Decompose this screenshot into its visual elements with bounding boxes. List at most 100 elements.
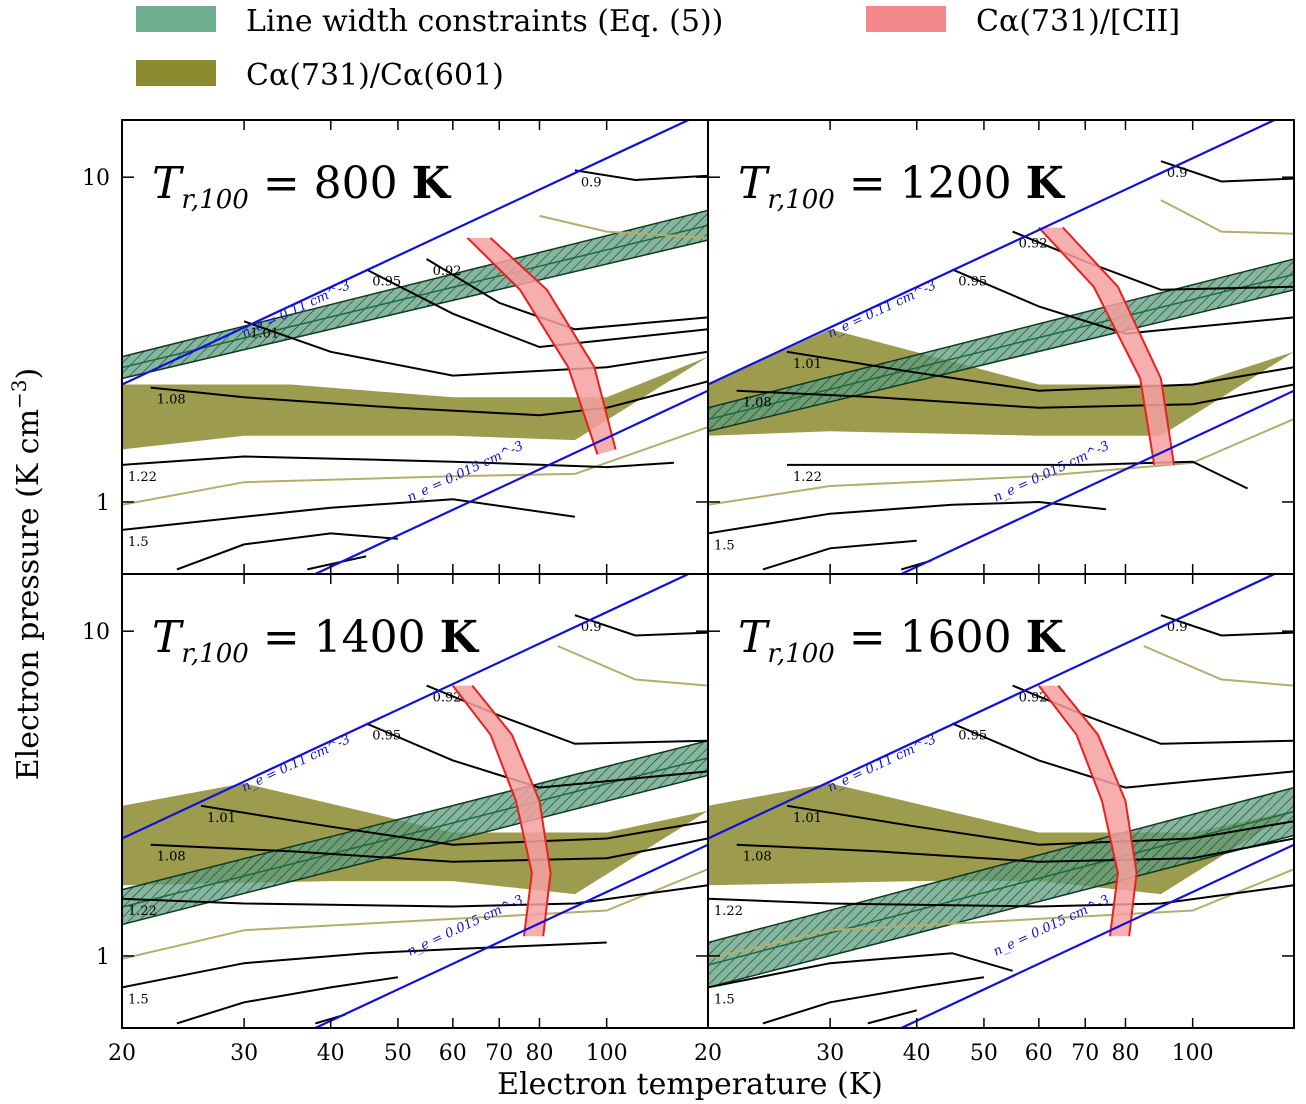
contour-label: 1.22 [128,470,157,485]
cii-band-edge-right [489,237,617,450]
contour-label: 1.01 [793,811,822,826]
contour-label: 0.9 [1167,166,1188,181]
x-tick-label: 100 [586,1041,628,1066]
density-line-low [314,843,708,1028]
y-axis-title: Electron pressure (K cm−3) [7,368,46,781]
contour-line [574,169,708,182]
contour-label: 0.95 [372,274,401,289]
contour-label: 1.5 [714,992,735,1007]
panel-title-subscript: r,100 [767,639,834,669]
contour-line [736,837,1294,863]
cii-band [452,685,551,937]
contour-label: 1.5 [714,538,735,553]
panel-title-value: = 800 [249,158,412,209]
secondary-contour [708,868,1294,960]
contour-label: 1.22 [793,470,822,485]
y-tick-label: 10 [82,166,110,191]
panel-title-unit: K [412,158,452,209]
cii-band-edge-left [1038,684,1119,937]
contour-label: 1.5 [128,992,149,1007]
legend: Line width constraints (Eq. (5)) Cα(731)… [136,4,1180,93]
x-tick-label: 30 [816,1041,844,1066]
secondary-contour [557,645,708,687]
x-tick-label: 80 [526,1041,554,1066]
panel-title-value: = 1200 [835,158,1026,209]
contour-label: 1.08 [743,850,772,865]
x-axis-title: Electron temperature (K) [497,1067,883,1102]
contour-line [365,722,708,789]
contour-line [951,268,1294,335]
panel-title-subscript: r,100 [767,185,834,215]
cii-band-edge-left [452,684,533,937]
contour-label: 0.92 [1019,691,1048,706]
secondary-contour [1143,645,1294,687]
contour-label: 0.9 [581,620,602,635]
contour-label: 0.92 [1019,237,1048,252]
density-label: n_e = 0.11 cm^-3 [239,732,352,795]
cii-band-edge-left [1038,226,1156,466]
secondary-contour [122,426,708,506]
contour-label: 0.92 [433,691,462,706]
y-axis-title-exponent: −3 [7,379,31,408]
density-line-high [122,574,692,840]
contour-line [365,268,708,349]
panel-title-symbol: T [738,158,771,209]
contour-label: 1.01 [250,326,279,341]
panel-1400: 0.90.920.951.011.081.221.52.0 5.0n_e = 0.… [121,573,709,1043]
secondary-contour [1160,199,1294,235]
legend-swatch-line-width [136,6,216,32]
y-tick-labels: 1 10 1 10 [82,166,110,970]
x-tick-labels: 20 30 40 50 60 70 80 100 30 40 50 60 70 80 100 20 [108,1041,1214,1066]
density-line-low [900,843,1294,1028]
panel-title: Tr,100 = 800 K [152,158,452,215]
contour-line [708,952,1013,989]
contour-line [1160,614,1294,637]
panel-title-value: = 1400 [249,612,440,663]
panel-title-unit: K [1026,612,1066,663]
x-tick-label: 50 [384,1041,412,1066]
x-tick-label: 20 [108,1041,136,1066]
x-tick-label: 60 [1025,1041,1053,1066]
cii-band [467,237,616,455]
contour-label: 1.5 [128,535,149,550]
panel-1200: 0.9 0.92 0.95 1.01 1.08 1.22 1.5 2.0 5.0 n_e = 0.… [707,119,1295,589]
secondary-contour [708,418,1294,506]
legend-swatch-cii [866,6,946,32]
contour-line [122,455,674,469]
contour-label: 0.95 [958,274,987,289]
contour-line [150,837,708,863]
secondary-contour [539,214,708,239]
contour-line [708,884,1294,908]
contour-label: 0.9 [1167,620,1188,635]
line-width-center [122,224,708,369]
line-width-center [708,273,1294,421]
plot-area: 0.90.920.951.011.081.221.52.0 5.0n_e = 0.… [122,574,708,1043]
panel-title-symbol: T [738,612,771,663]
contour-label: 2.0 [769,1028,790,1043]
x-tick-label: 100 [1172,1041,1214,1066]
ratio-band [122,356,708,450]
legend-swatch-ratio [136,60,216,86]
contour-line [867,1009,917,1025]
y-tick-label: 1 [96,491,110,516]
panel-title: Tr,100 = 1200 K [738,158,1066,215]
contour-label: 2.0 [769,574,790,589]
contour-label: 0.92 [433,264,462,279]
legend-label-cii: Cα(731)/[CII] [976,4,1180,39]
contour-line [122,941,607,989]
x-tick-label: 30 [230,1041,258,1066]
contour-label: 1.08 [743,396,772,411]
contour-line [426,684,708,745]
density-line-high [708,574,1278,840]
panel-title-value: = 1600 [835,612,1026,663]
x-tick-label: 40 [903,1041,931,1066]
contour-line [122,498,576,531]
density-label: n_e = 0.11 cm^-3 [825,732,938,795]
contour-label: 0.95 [958,728,987,743]
cii-band-edge-right [471,684,552,937]
panel-title-subscript: r,100 [181,185,248,215]
legend-label-ratio: Cα(731)/Cα(601) [246,58,504,93]
contour-label: 0.9 [581,175,602,190]
contour-label: 2.0 [183,1028,204,1043]
panel-title-subscript: r,100 [181,639,248,669]
